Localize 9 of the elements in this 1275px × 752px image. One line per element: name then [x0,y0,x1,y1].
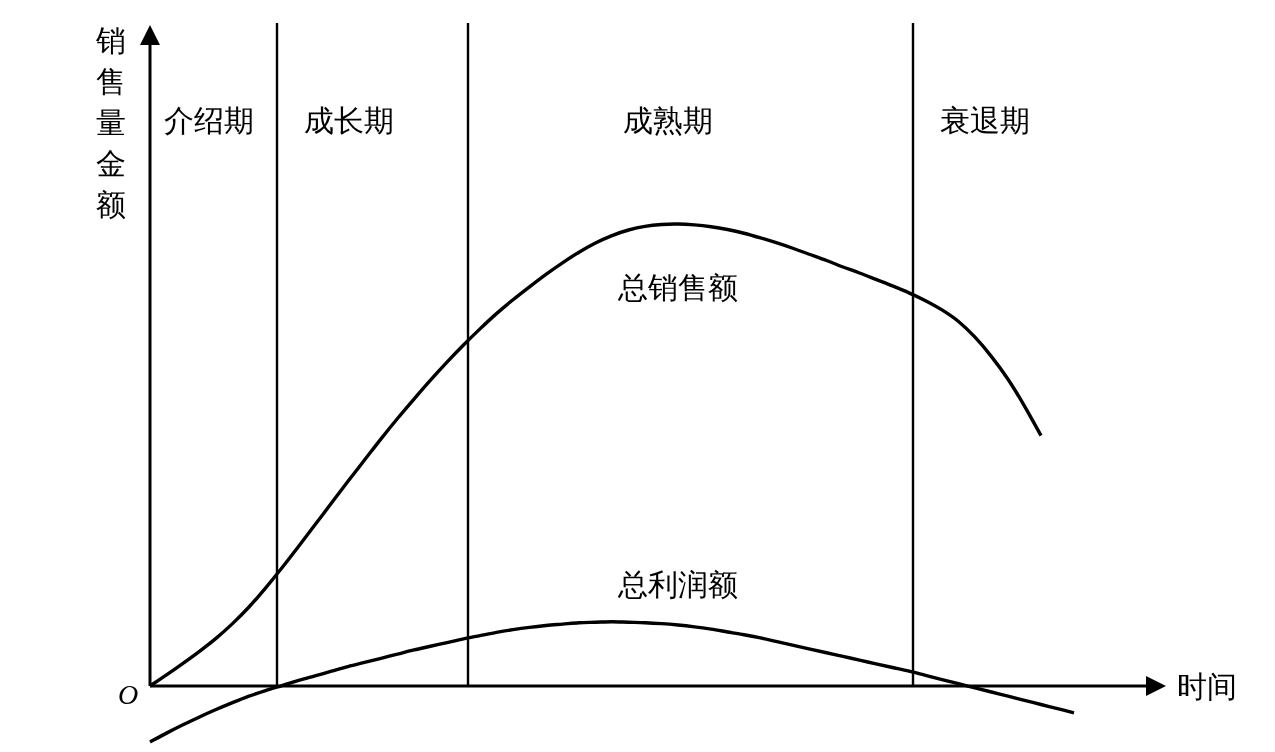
series-label: 总利润额 [618,568,738,602]
text: O [117,678,139,710]
text: 衰退期 [940,103,1030,137]
series-label: 总销售额 [618,270,738,304]
y-axis-title: 销售量金额 [95,23,126,221]
text: 介绍期 [164,103,254,137]
text: 成熟期 [623,103,713,137]
x-axis-title: 时间 [1177,669,1237,703]
text: 成长期 [304,103,394,137]
